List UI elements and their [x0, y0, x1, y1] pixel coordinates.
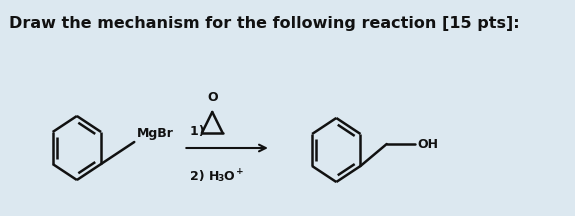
Text: Draw the mechanism for the following reaction [15 pts]:: Draw the mechanism for the following rea…	[9, 16, 519, 31]
Text: O: O	[207, 91, 217, 104]
Text: MgBr: MgBr	[137, 127, 174, 140]
Text: 3: 3	[217, 174, 224, 183]
Text: 2) H: 2) H	[190, 170, 220, 183]
Text: OH: OH	[417, 138, 438, 151]
Text: +: +	[236, 167, 243, 176]
Text: O: O	[224, 170, 234, 183]
Text: 1): 1)	[190, 125, 209, 138]
